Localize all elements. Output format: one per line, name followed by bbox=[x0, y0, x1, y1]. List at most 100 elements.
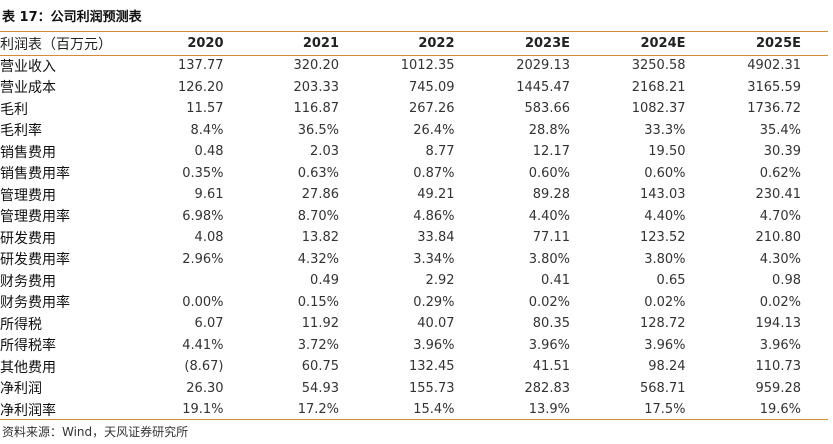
year-header: 2020 bbox=[187, 36, 224, 51]
table-cell: 0.35% bbox=[182, 165, 224, 181]
table-cell: 3.96% bbox=[413, 337, 455, 353]
table-cell: 80.35 bbox=[532, 316, 570, 332]
table-cell: 959.28 bbox=[755, 380, 802, 396]
table-cell: 282.83 bbox=[524, 380, 571, 396]
table-cell: 6.98% bbox=[182, 208, 224, 224]
table-cell: 4.08 bbox=[194, 230, 224, 246]
table-row: 管理费用率 6.98% 8.70% 4.86% 4.40% 4.40% 4.70% bbox=[0, 206, 828, 228]
table-row: 营业成本 126.20 203.33 745.09 1445.47 2168.21 3165… bbox=[0, 77, 828, 99]
table-cell: 41.51 bbox=[532, 359, 570, 375]
table-cell: 1736.72 bbox=[747, 101, 801, 117]
table-row: 净利润率 19.1% 17.2% 15.4% 13.9% 17.5% 19.6% bbox=[0, 399, 828, 421]
row-label: 其他费用 bbox=[0, 359, 56, 376]
table-cell: 3250.58 bbox=[631, 58, 686, 74]
table-cell: 4.70% bbox=[759, 208, 801, 224]
table-cell: 2.92 bbox=[425, 273, 455, 289]
year-header: 2023E bbox=[524, 36, 570, 51]
row-label: 毛利率 bbox=[0, 123, 42, 140]
table-cell: 77.11 bbox=[532, 230, 570, 246]
table-cell: 28.8% bbox=[528, 122, 570, 138]
table-row: 财务费用 0.49 2.92 0.41 0.65 0.98 bbox=[0, 270, 828, 292]
table-cell: 2.96% bbox=[182, 251, 224, 267]
table-cell: 116.87 bbox=[293, 101, 340, 117]
table-cell: 4.32% bbox=[297, 251, 339, 267]
header-row: 利润表（百万元） 2020 2021 2022 2023E 2024E 2025… bbox=[0, 32, 828, 55]
table-cell: 60.75 bbox=[301, 359, 339, 375]
row-label: 研发费用 bbox=[0, 230, 56, 247]
table-cell: 3.80% bbox=[528, 251, 570, 267]
table-cell: 137.77 bbox=[178, 58, 224, 74]
table-cell: 19.1% bbox=[182, 402, 224, 418]
table-cell: 8.70% bbox=[297, 208, 339, 224]
table-row: 净利润 26.30 54.93 155.73 282.83 568.71 959.28 bbox=[0, 378, 828, 400]
table-cell: 3.96% bbox=[644, 337, 686, 353]
table-cell: 15.4% bbox=[413, 402, 455, 418]
table-cell bbox=[135, 270, 251, 292]
table-cell: 126.20 bbox=[178, 79, 224, 95]
table-row: 财务费用率 0.00% 0.15% 0.29% 0.02% 0.02% 0.02% bbox=[0, 292, 828, 314]
table-row: 毛利率 8.4% 36.5% 26.4% 28.8% 33.3% 35.4% bbox=[0, 120, 828, 142]
table-cell: 0.29% bbox=[413, 294, 455, 310]
bottom-rule bbox=[0, 419, 828, 420]
year-header: 2022 bbox=[418, 36, 455, 51]
table-cell: 0.02% bbox=[644, 294, 686, 310]
table-cell: 9.61 bbox=[194, 187, 224, 203]
table-row: 营业收入 137.77 320.20 1012.35 2029.13 3250.58 490… bbox=[0, 55, 828, 77]
table-cell: 194.13 bbox=[755, 316, 802, 332]
table-cell: 3165.59 bbox=[747, 79, 801, 95]
table-cell: 17.5% bbox=[644, 402, 686, 418]
row-label: 所得税 bbox=[0, 316, 42, 333]
table-cell: 230.41 bbox=[755, 187, 802, 203]
table-caption: 表 17：公司利润预测表 bbox=[2, 10, 142, 25]
table-row: 其他费用 (8.67) 60.75 132.45 41.51 98.24 110.73 bbox=[0, 356, 828, 378]
table-cell: 8.4% bbox=[190, 122, 224, 138]
table-cell: 3.34% bbox=[413, 251, 455, 267]
table-cell: 13.82 bbox=[301, 230, 339, 246]
header-rule bbox=[0, 55, 828, 56]
table-cell: 8.77 bbox=[425, 144, 455, 160]
table-body: 营业收入 137.77 320.20 1012.35 2029.13 3250.58 490… bbox=[0, 55, 828, 421]
table-cell: 98.24 bbox=[648, 359, 686, 375]
row-label: 净利润 bbox=[0, 381, 42, 398]
year-header: 2021 bbox=[302, 36, 339, 51]
table-cell: 745.09 bbox=[409, 79, 455, 95]
table-cell: 0.87% bbox=[413, 165, 455, 181]
table-cell: 132.45 bbox=[409, 359, 455, 375]
table-cell: 1445.47 bbox=[516, 79, 570, 95]
table-cell: 27.86 bbox=[301, 187, 339, 203]
row-label: 管理费用率 bbox=[0, 209, 70, 226]
table-cell: 143.03 bbox=[640, 187, 686, 203]
row-label: 研发费用率 bbox=[0, 252, 70, 269]
table-cell: 1082.37 bbox=[631, 101, 686, 117]
table-cell: 4.86% bbox=[413, 208, 455, 224]
table-cell: 6.07 bbox=[194, 316, 224, 332]
table-cell: 203.33 bbox=[293, 79, 340, 95]
row-label: 营业成本 bbox=[0, 80, 56, 97]
table-cell: 3.80% bbox=[644, 251, 686, 267]
table-cell: 568.71 bbox=[640, 380, 686, 396]
table-cell: 33.84 bbox=[417, 230, 455, 246]
table-cell: 110.73 bbox=[755, 359, 802, 375]
table-cell: 4.40% bbox=[644, 208, 686, 224]
row-label: 所得税率 bbox=[0, 338, 56, 355]
table-cell: 2168.21 bbox=[631, 79, 686, 95]
row-label: 销售费用率 bbox=[0, 166, 70, 183]
table-cell: 320.20 bbox=[293, 58, 340, 74]
table-cell: 3.96% bbox=[528, 337, 570, 353]
table-cell: 49.21 bbox=[417, 187, 455, 203]
table-cell: 26.30 bbox=[186, 380, 224, 396]
table-row: 管理费用 9.61 27.86 49.21 89.28 143.03 230.41 bbox=[0, 184, 828, 206]
header-label: 利润表（百万元） bbox=[0, 36, 112, 53]
table-cell: 0.65 bbox=[656, 273, 686, 289]
table-cell: 35.4% bbox=[759, 122, 801, 138]
table-cell: 3.96% bbox=[759, 337, 801, 353]
row-label: 净利润率 bbox=[0, 402, 56, 419]
row-label: 营业收入 bbox=[0, 58, 56, 75]
table-cell: 13.9% bbox=[528, 402, 570, 418]
table-cell: 0.62% bbox=[759, 165, 801, 181]
table-cell: 4.30% bbox=[759, 251, 801, 267]
table-cell: 0.49 bbox=[310, 273, 339, 289]
table-cell: 128.72 bbox=[640, 316, 686, 332]
table-cell: 40.07 bbox=[417, 316, 455, 332]
